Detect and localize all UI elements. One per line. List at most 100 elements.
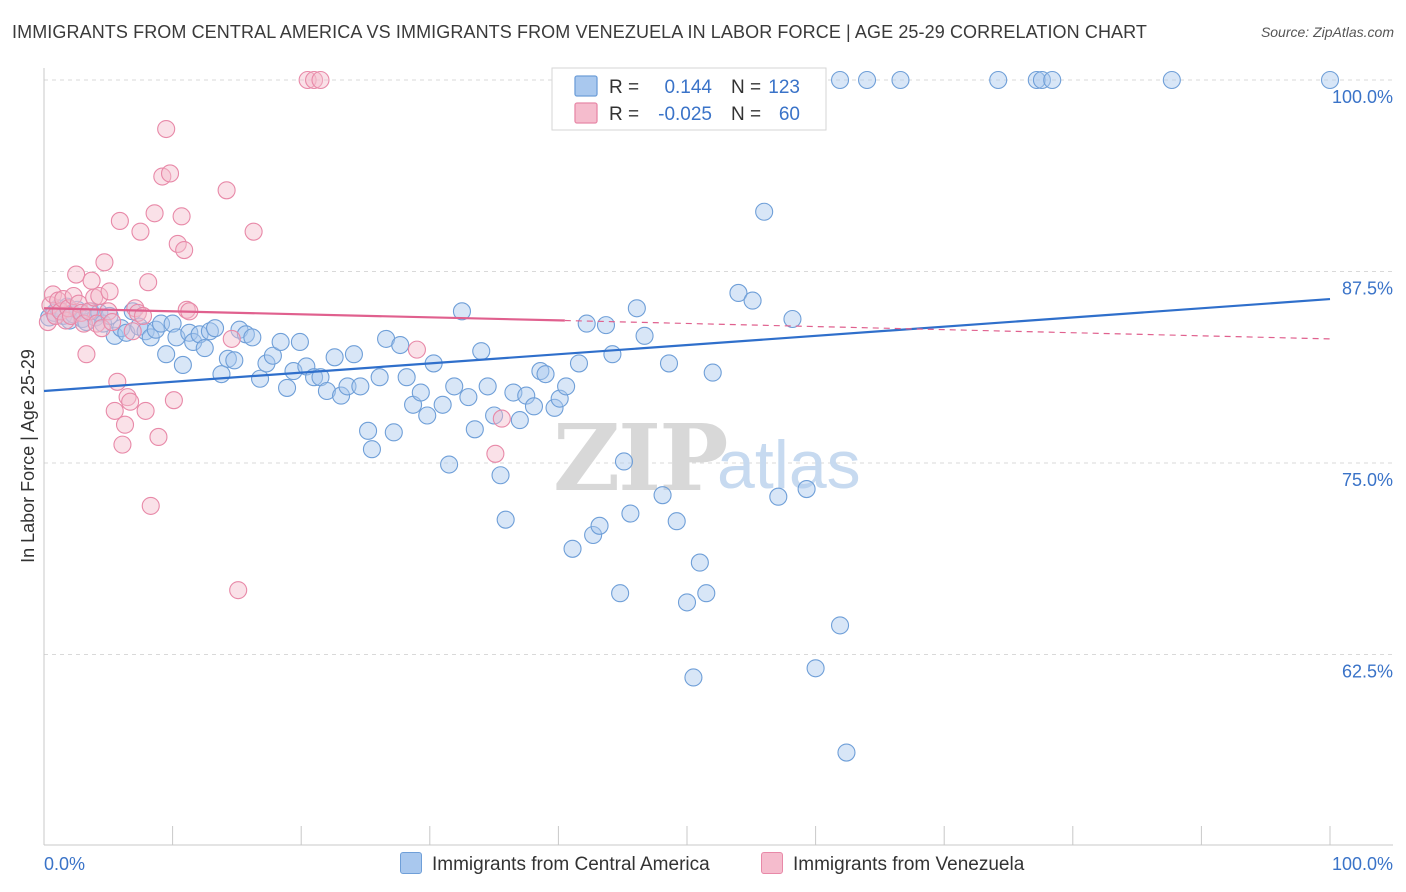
central-america-point: [1162, 70, 1181, 90]
legend-r-label-pink: R =: [609, 104, 639, 125]
y-tick-label: 87.5%: [1342, 279, 1393, 299]
central-america-point: [317, 381, 336, 401]
venezuela-point: [172, 207, 191, 226]
axes: [43, 68, 1393, 846]
venezuela-point: [90, 286, 109, 306]
central-america-point: [391, 335, 410, 355]
central-america-point: [1320, 70, 1340, 90]
central-america-point: [384, 423, 403, 442]
central-america-point: [359, 421, 378, 440]
central-america-point: [545, 398, 564, 417]
venezuela-point: [492, 409, 511, 428]
central-america-point: [278, 378, 297, 397]
legend-r-label-blue: R =: [609, 77, 639, 98]
central-america-point: [243, 328, 262, 347]
venezuela-point: [121, 392, 140, 411]
bottom-legend-item-venezuela: Immigrants from Venezuela: [761, 852, 1024, 876]
venezuela-point: [115, 415, 135, 434]
central-america-point: [433, 395, 452, 414]
central-america-point: [806, 659, 825, 678]
central-america-point: [225, 351, 244, 370]
legend-swatch-blue: [574, 75, 598, 97]
bottom-legend-label-central-america: Immigrants from Central America: [432, 854, 710, 875]
central-america-point: [837, 743, 856, 762]
central-america-point: [577, 314, 596, 333]
legend-r-value-pink: -0.025: [658, 104, 712, 125]
central-america-point: [531, 362, 550, 381]
central-america-point: [729, 283, 748, 302]
central-america-point: [783, 309, 802, 329]
venezuela-point: [99, 302, 118, 321]
central-america-point: [496, 510, 515, 529]
y-tick-label: 100.0%: [1332, 87, 1393, 107]
central-america-point: [491, 466, 510, 485]
central-america-point: [459, 388, 478, 407]
venezuela-point: [311, 70, 330, 90]
venezuela-point: [222, 329, 241, 348]
central-america-point: [743, 291, 762, 310]
central-america-point: [184, 332, 203, 352]
central-america-point: [452, 302, 472, 321]
central-america-point: [370, 368, 389, 387]
central-america-point: [621, 504, 640, 523]
y-axis-tick-labels: 100.0% 87.5% 75.0% 62.5%: [1332, 87, 1393, 682]
venezuela-point: [82, 271, 101, 290]
central-america-point: [263, 346, 282, 365]
central-america-point: [677, 593, 697, 612]
venezuela-point: [110, 211, 129, 230]
x-axis-ticks: [43, 826, 1331, 845]
venezuela-point: [105, 401, 124, 420]
central-america-point: [557, 377, 576, 396]
venezuela-point: [217, 181, 236, 200]
central-america-point: [338, 377, 357, 396]
central-america-point: [590, 516, 609, 535]
central-america-point: [212, 365, 231, 384]
central-america-point: [857, 70, 877, 90]
y-tick-label: 62.5%: [1342, 662, 1393, 682]
venezuela-point: [77, 345, 96, 364]
central-america-point: [684, 668, 703, 687]
central-america-point: [755, 202, 774, 221]
central-america-point: [190, 325, 209, 344]
central-america-point: [290, 332, 309, 352]
central-america-point: [163, 314, 182, 333]
venezuela-point: [164, 391, 183, 410]
central-america-point: [418, 406, 437, 425]
venezuela-point: [175, 241, 194, 260]
central-america-point: [569, 354, 589, 373]
trend-line-venezuela: [43, 307, 565, 322]
central-america-point: [472, 342, 491, 361]
central-america-point: [445, 377, 464, 396]
central-america-point: [510, 411, 529, 430]
chart-title: IMMIGRANTS FROM CENTRAL AMERICA VS IMMIG…: [12, 22, 1148, 42]
central-america-point: [653, 486, 672, 505]
central-america-point: [362, 440, 381, 459]
venezuela-point: [139, 273, 158, 292]
venezuela-point: [298, 70, 317, 90]
central-america-point: [465, 420, 484, 439]
venezuela-point: [92, 319, 111, 338]
central-america-point: [205, 319, 225, 338]
central-america-point: [614, 452, 634, 471]
venezuela-point: [103, 313, 122, 332]
trend-line-venezuela-extension: [564, 319, 1331, 340]
legend-n-value-blue: 123: [768, 77, 800, 98]
x-tick-label: 100.0%: [1332, 854, 1393, 874]
central-america-point: [703, 363, 722, 382]
venezuela-point: [305, 70, 324, 90]
trend-line-central-america: [43, 297, 1331, 393]
legend-swatch-pink: [574, 102, 598, 124]
central-america-point: [697, 584, 716, 603]
central-america-point: [891, 70, 910, 90]
central-america-point: [603, 345, 622, 364]
central-america-point: [325, 348, 344, 367]
venezuela-point: [128, 303, 147, 322]
central-america-point: [797, 479, 816, 499]
central-america-point: [257, 354, 276, 373]
venezuela-point: [407, 340, 426, 359]
venezuela-point: [131, 222, 150, 241]
central-america-point: [596, 316, 616, 335]
venezuela-point: [157, 119, 176, 139]
venezuela-point: [95, 253, 114, 272]
